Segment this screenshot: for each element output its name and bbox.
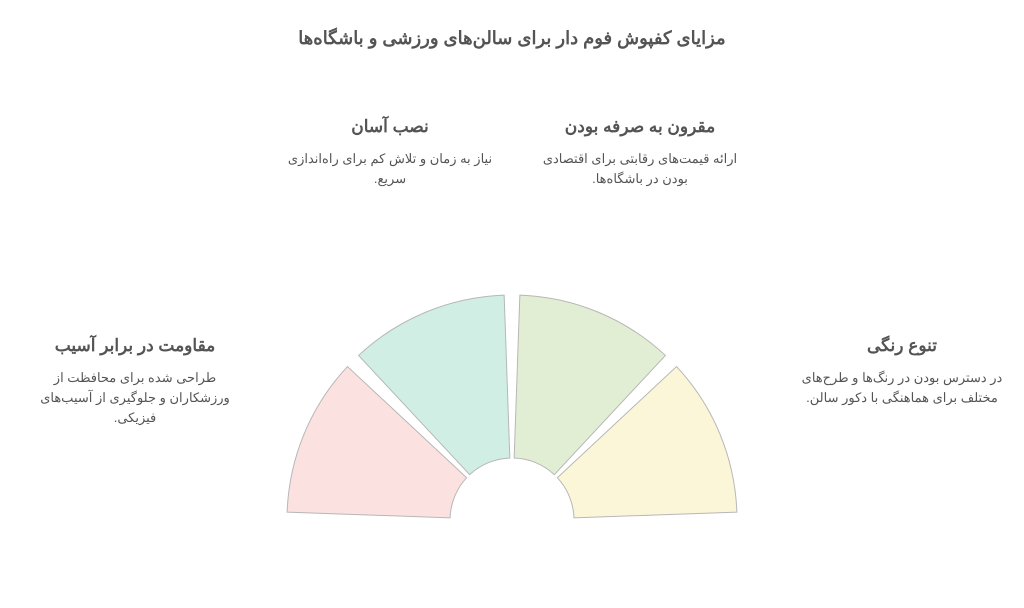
semi-donut-chart xyxy=(0,0,1024,608)
